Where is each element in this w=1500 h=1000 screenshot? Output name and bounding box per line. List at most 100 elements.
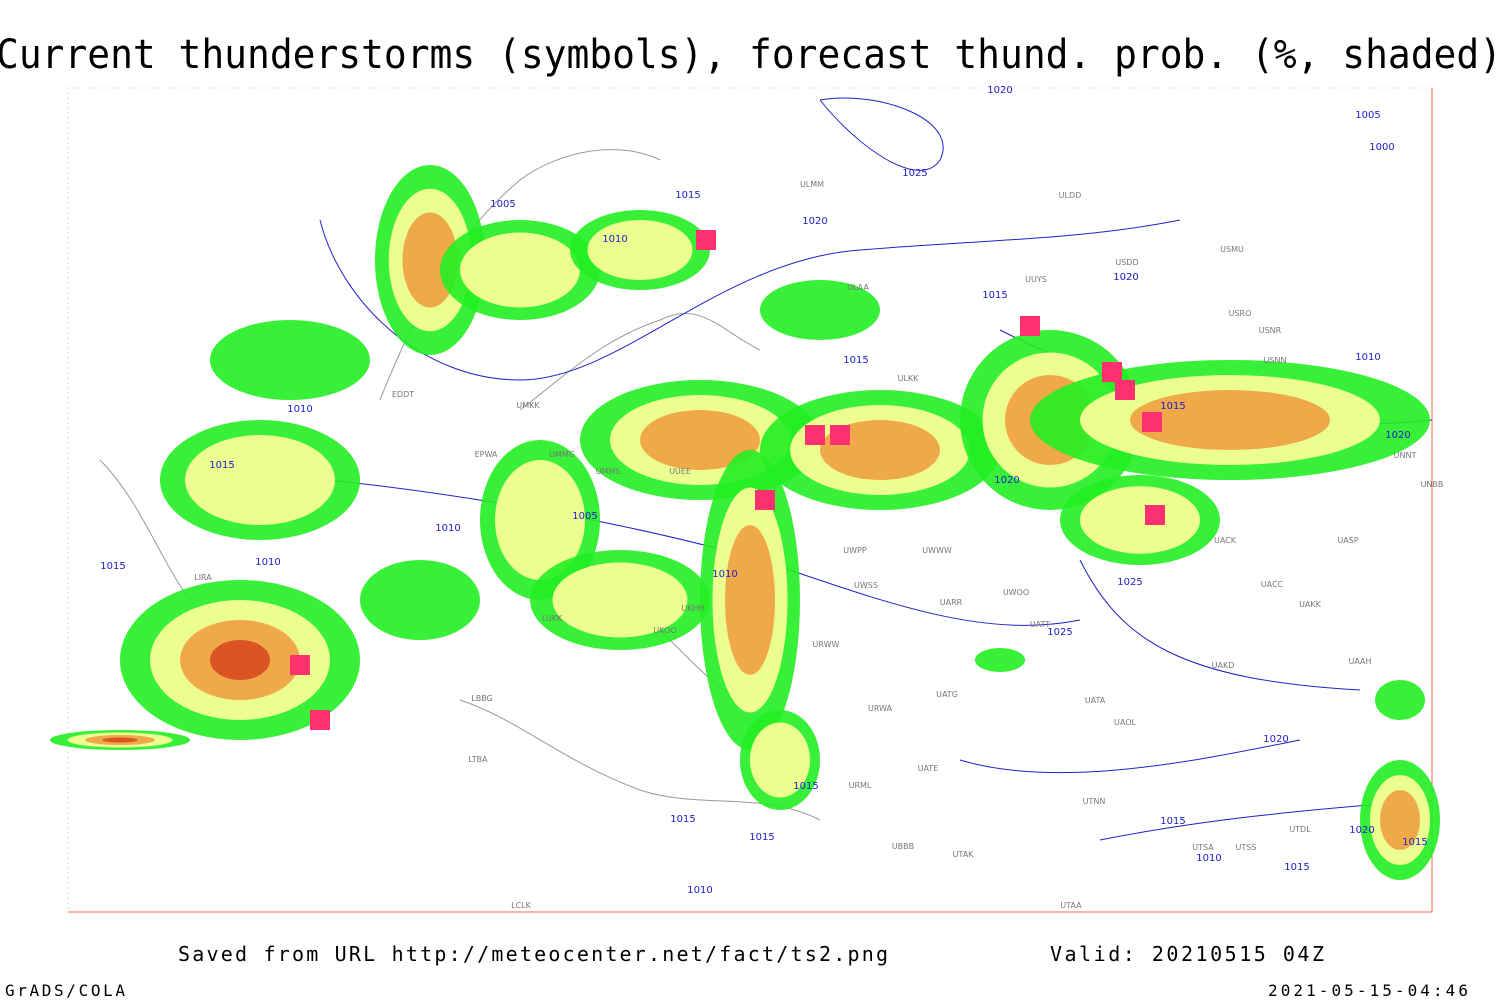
- station-label: UACC: [1261, 580, 1284, 589]
- isobar-label: 1015: [100, 561, 125, 572]
- probability-shading: [50, 165, 1440, 880]
- storm-symbol: [1020, 316, 1040, 336]
- station-label: USMU: [1220, 245, 1244, 254]
- isobar-label: 1015: [749, 832, 774, 843]
- shading-blob: [102, 737, 138, 743]
- isobar-label: 1010: [1355, 352, 1380, 363]
- isobar-label: 1025: [902, 168, 927, 179]
- isobar-label: 1020: [1113, 272, 1138, 283]
- isobar-label: 1010: [435, 523, 460, 534]
- station-label: UUYS: [1025, 275, 1047, 284]
- station-label: UWPP: [843, 546, 867, 555]
- station-label: UUEE: [669, 467, 691, 476]
- station-label: EDDT: [392, 390, 414, 399]
- isobar-label: 1015: [843, 355, 868, 366]
- coastline: [99, 149, 821, 821]
- storm-symbol: [1115, 380, 1135, 400]
- isobar-label: 1015: [1402, 837, 1427, 848]
- station-label: UATE: [918, 764, 939, 773]
- station-label: UWWW: [922, 546, 952, 555]
- station-label: UNBB: [1421, 480, 1444, 489]
- station-label: LTBA: [468, 755, 488, 764]
- shading-blob: [1380, 790, 1420, 850]
- shading-blob: [1375, 680, 1425, 720]
- station-label: UARR: [940, 598, 963, 607]
- station-label: LCLK: [511, 901, 532, 910]
- shading-blob: [725, 525, 775, 675]
- shading-blob: [495, 460, 585, 580]
- isobar-label: 1015: [675, 190, 700, 201]
- isobar-label: 1005: [490, 199, 515, 210]
- isobar-label: 1025: [1117, 577, 1142, 588]
- storm-symbol: [1142, 412, 1162, 432]
- isobar-label: 1005: [572, 511, 597, 522]
- storm-symbol: [1102, 362, 1122, 382]
- station-label: UTSA: [1192, 843, 1214, 852]
- storm-symbol: [805, 425, 825, 445]
- shading-blob: [760, 280, 880, 340]
- isobar-label: 1015: [982, 290, 1007, 301]
- station-label: UKOO: [653, 626, 676, 635]
- shading-blob: [210, 640, 270, 680]
- isobar-label: 1010: [602, 234, 627, 245]
- station-label: UBBB: [892, 842, 914, 851]
- shading-blob: [975, 648, 1025, 672]
- storm-symbol: [696, 230, 716, 250]
- station-label: UWSS: [854, 581, 878, 590]
- station-label: UKHH: [681, 604, 704, 613]
- station-label: ULDD: [1059, 191, 1082, 200]
- station-label: LIRA: [194, 573, 212, 582]
- station-label: ULMM: [800, 180, 824, 189]
- station-label: URML: [849, 781, 872, 790]
- station-label: UNNT: [1394, 451, 1417, 460]
- shading-blob: [640, 410, 760, 470]
- station-label: UMKK: [516, 401, 540, 410]
- station-label: EPWA: [475, 450, 498, 459]
- station-label: UACK: [1214, 536, 1237, 545]
- station-label: UAAH: [1348, 657, 1371, 666]
- station-label: UASP: [1337, 536, 1358, 545]
- shading-blob: [1130, 390, 1330, 450]
- shading-blob: [552, 562, 688, 638]
- isobar-label: 1010: [1196, 853, 1221, 864]
- storm-symbol: [1145, 505, 1165, 525]
- isobar-label: 1020: [1349, 825, 1374, 836]
- station-label: UTAK: [953, 850, 975, 859]
- isobar-label: 1020: [1263, 734, 1288, 745]
- station-label: UATA: [1085, 696, 1106, 705]
- station-label: LUKK: [542, 614, 563, 623]
- storm-symbol: [310, 710, 330, 730]
- isobar-label: 1000: [1369, 142, 1394, 153]
- shading-blob: [360, 560, 480, 640]
- station-label: UTNN: [1083, 797, 1106, 806]
- shading-blob: [587, 220, 693, 280]
- map-area: [50, 87, 1440, 913]
- shading-blob: [460, 232, 580, 308]
- station-label: UAKD: [1212, 661, 1235, 670]
- station-label: USNN: [1264, 356, 1287, 365]
- station-label: UTDL: [1289, 825, 1311, 834]
- isobar-label: 1015: [209, 460, 234, 471]
- isobar-label: 1010: [712, 569, 737, 580]
- shading-blob: [1080, 486, 1200, 554]
- station-label: URWA: [868, 704, 893, 713]
- isobar-label: 1020: [987, 85, 1012, 96]
- isobar-label: 1010: [287, 404, 312, 415]
- station-label: UATG: [936, 690, 958, 699]
- station-label: UTAA: [1060, 901, 1082, 910]
- isobar-label: 1015: [793, 781, 818, 792]
- isobar-label: 1015: [1160, 816, 1185, 827]
- shading-blob: [210, 320, 370, 400]
- station-label: UATT: [1030, 620, 1050, 629]
- station-label: USNR: [1259, 326, 1282, 335]
- station-label: UAOL: [1114, 718, 1136, 727]
- isobar-label: 1020: [802, 216, 827, 227]
- isobar-label: 1010: [687, 885, 712, 896]
- storm-symbol: [290, 655, 310, 675]
- station-label: LBBG: [471, 694, 493, 703]
- station-label: UAKK: [1299, 600, 1322, 609]
- station-label: USDD: [1115, 258, 1138, 267]
- isobar-label: 1005: [1355, 110, 1380, 121]
